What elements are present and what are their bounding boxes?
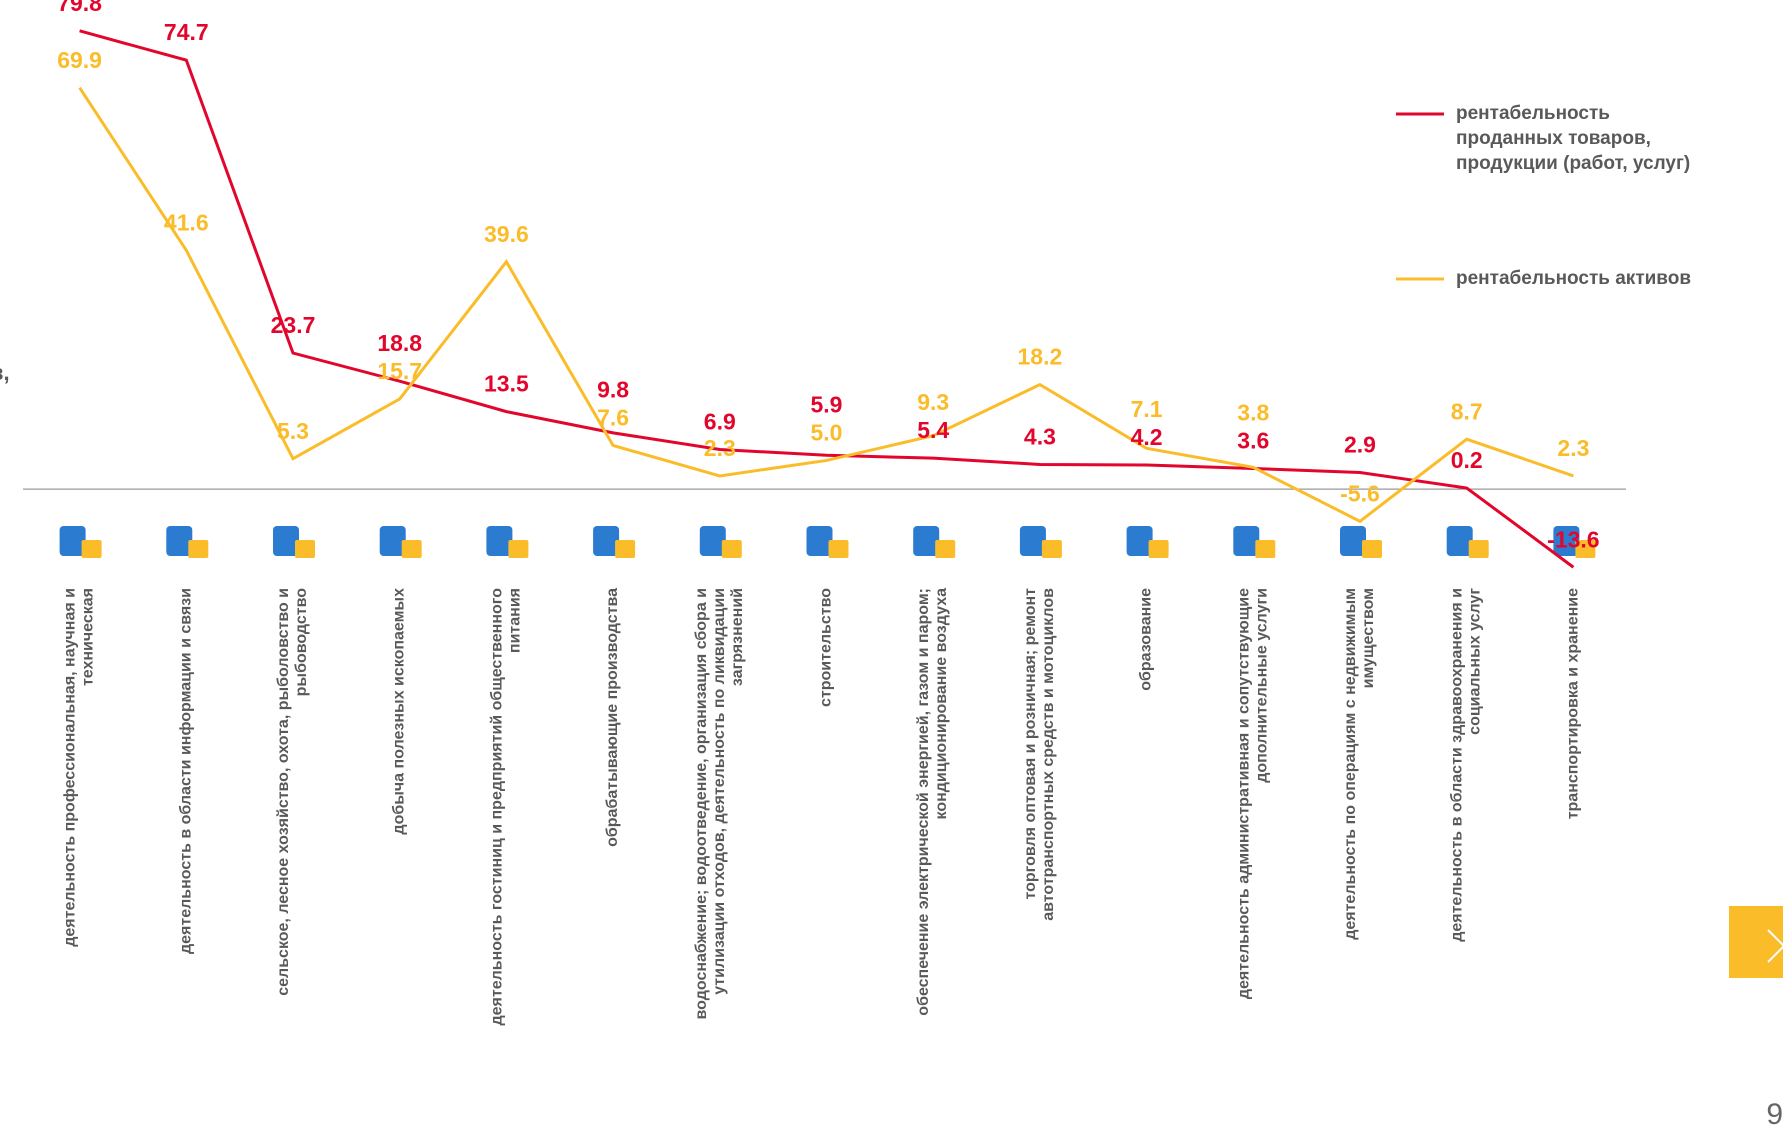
- page-number: 9: [1766, 1098, 1783, 1131]
- data-label: 4.3: [1024, 424, 1056, 450]
- data-label: -5.6: [1340, 480, 1380, 506]
- x-tick-label: деятельность по операциям с недвижимымим…: [1342, 588, 1377, 940]
- category-icon-accent: [508, 540, 528, 558]
- x-tick-label: деятельность в области информации и связ…: [178, 588, 195, 954]
- page: в, 9 деятельность профессиональная, науч…: [0, 0, 1783, 1135]
- x-tick-label: деятельность административная и сопутств…: [1236, 588, 1271, 999]
- category-icon-accent: [722, 540, 742, 558]
- category-icon-accent: [1255, 540, 1275, 558]
- x-tick-label: деятельность в области здравоохранения и…: [1449, 588, 1484, 942]
- chart: в, 9 деятельность профессиональная, науч…: [0, 0, 1783, 1135]
- data-label: 2.3: [1557, 435, 1589, 461]
- data-label: 4.2: [1131, 424, 1163, 450]
- data-label: 2.3: [704, 435, 736, 461]
- category-icon-accent: [1469, 540, 1489, 558]
- data-label: 79.8: [57, 0, 102, 16]
- category-icon-accent: [1042, 540, 1062, 558]
- data-label: 69.9: [57, 47, 102, 73]
- category-icon-accent: [935, 540, 955, 558]
- data-label: 15.7: [377, 358, 422, 384]
- data-label: 3.6: [1237, 428, 1269, 454]
- data-label: 18.8: [377, 330, 422, 356]
- x-tick-label: образование: [1138, 588, 1155, 691]
- data-label: 5.4: [917, 417, 949, 443]
- x-tick-label: водоснабжение; водоотведение, организаци…: [693, 588, 746, 1019]
- category-icon-accent: [829, 540, 849, 558]
- x-tick-label: обеспечение электрической энергией, газо…: [915, 588, 950, 1016]
- data-label: 7.1: [1131, 396, 1163, 422]
- category-icon-accent: [402, 540, 422, 558]
- data-label: 41.6: [164, 209, 209, 235]
- data-label: 9.8: [597, 377, 629, 403]
- x-tick-label: торговля оптовая и розничная; ремонтавто…: [1022, 588, 1057, 921]
- data-label: 8.7: [1451, 398, 1483, 424]
- data-label: 0.2: [1451, 447, 1483, 473]
- category-icon-accent: [615, 540, 635, 558]
- x-tick-label: сельское, лесное хозяйство, охота, рыбол…: [275, 588, 310, 996]
- data-label: 5.3: [277, 418, 309, 444]
- data-label: 5.9: [811, 392, 843, 418]
- data-label: 7.6: [597, 405, 629, 431]
- data-label: 3.8: [1237, 400, 1269, 426]
- category-icon-accent: [295, 540, 315, 558]
- x-tick-label: транспортировка и хранение: [1565, 588, 1582, 819]
- data-label: -13.6: [1547, 526, 1599, 552]
- data-label: 5.0: [811, 420, 843, 446]
- x-tick-label: добыча полезных ископаемых: [391, 588, 408, 835]
- x-tick-label: строительство: [818, 588, 835, 707]
- data-label: 18.2: [1018, 344, 1063, 370]
- x-tick-label: обрабатывающие производства: [604, 588, 621, 847]
- data-label: 9.3: [917, 389, 949, 415]
- category-icon-accent: [1149, 540, 1169, 558]
- data-label: 6.9: [704, 409, 736, 435]
- category-icon-accent: [82, 540, 102, 558]
- category-icon-accent: [188, 540, 208, 558]
- data-label: 23.7: [271, 312, 316, 338]
- data-label: 39.6: [484, 221, 529, 247]
- data-label: 74.7: [164, 19, 209, 45]
- side-text: в,: [0, 360, 10, 385]
- next-button[interactable]: [1729, 906, 1783, 978]
- category-icon-accent: [1362, 540, 1382, 558]
- data-label: 2.9: [1344, 432, 1376, 458]
- legend-label: рентабельность активов: [1456, 268, 1691, 289]
- x-tick-label: деятельность гостиниц и предприятий обще…: [489, 588, 524, 1026]
- x-tick-label: деятельность профессиональная, научная и…: [62, 588, 97, 947]
- data-label: 13.5: [484, 371, 529, 397]
